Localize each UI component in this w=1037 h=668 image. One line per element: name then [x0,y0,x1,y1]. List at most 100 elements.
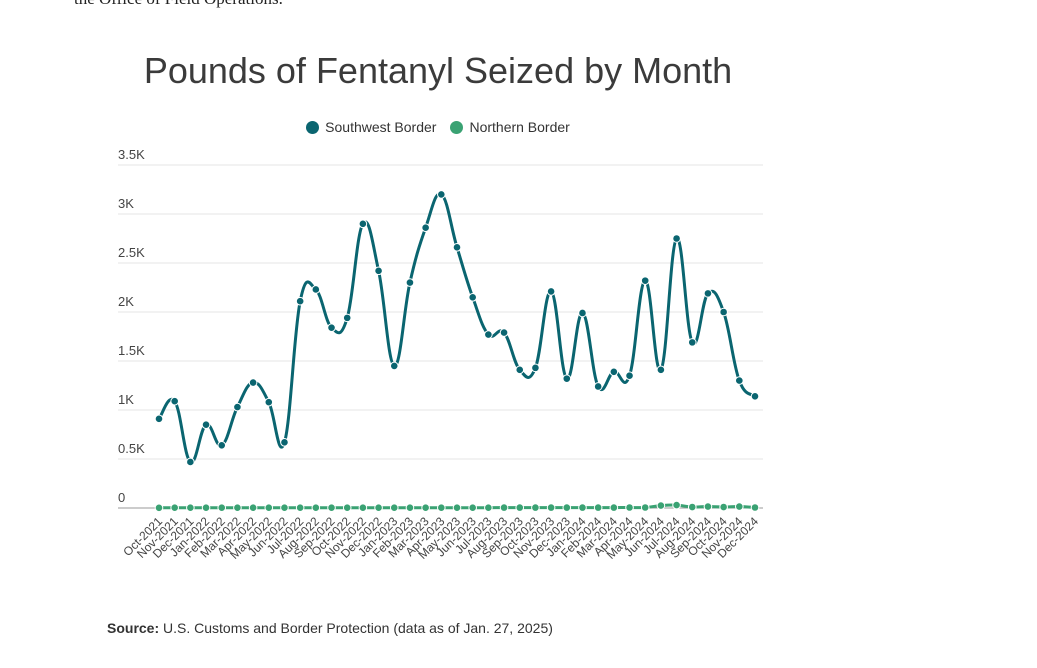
data-point-northern[interactable] [546,503,556,512]
data-point-southwest[interactable] [248,378,258,387]
legend-item-southwest[interactable]: Southwest Border [306,119,436,135]
y-tick-label: 0 [118,490,125,505]
data-point-northern[interactable] [389,503,399,513]
data-point-northern[interactable] [578,503,587,512]
data-point-northern[interactable] [437,503,446,513]
data-point-northern[interactable] [374,503,383,513]
source-label: Source: [107,620,160,636]
data-point-southwest[interactable] [750,391,760,401]
data-point-northern[interactable] [499,503,509,512]
data-point-northern[interactable] [735,502,744,511]
data-point-southwest[interactable] [233,402,242,412]
data-point-southwest[interactable] [531,363,540,373]
data-point-southwest[interactable] [593,382,603,391]
legend-item-northern[interactable]: Northern Border [450,119,570,135]
data-point-southwest[interactable] [437,190,446,199]
y-tick-label: 3K [118,196,134,211]
intro-text: the Office of Field Operations. [74,0,283,9]
data-point-southwest[interactable] [405,278,415,287]
data-point-southwest[interactable] [421,223,430,233]
data-point-northern[interactable] [295,503,305,513]
data-point-northern[interactable] [358,503,368,513]
data-point-southwest[interactable] [546,287,556,296]
data-point-northern[interactable] [327,503,336,513]
data-point-southwest[interactable] [625,371,634,381]
data-point-northern[interactable] [201,503,211,513]
y-tick-label: 0.5K [118,441,145,456]
data-point-southwest[interactable] [703,289,713,298]
chart-title: Pounds of Fentanyl Seized by Month [143,50,733,91]
source-note: Source: U.S. Customs and Border Protecti… [107,620,553,636]
data-point-northern[interactable] [484,503,493,513]
data-point-northern[interactable] [687,502,697,512]
data-point-southwest[interactable] [578,308,587,318]
data-point-southwest[interactable] [515,365,525,375]
y-tick-label: 3.5K [118,147,145,162]
data-point-northern[interactable] [593,503,603,512]
legend-label-southwest: Southwest Border [325,119,437,135]
data-point-southwest[interactable] [342,313,352,323]
data-point-northern[interactable] [452,503,462,513]
y-axis-labels: 0 0.5K 1K 1.5K 2K 2.5K 3K 3.5K [118,147,145,505]
data-point-northern[interactable] [750,503,760,512]
y-tick-label: 1.5K [118,343,145,358]
data-point-southwest[interactable] [562,374,572,383]
data-point-northern[interactable] [656,501,666,510]
data-point-southwest[interactable] [311,285,321,294]
data-point-northern[interactable] [264,503,274,513]
data-point-southwest[interactable] [452,243,462,252]
data-point-northern[interactable] [186,503,195,513]
chart-legend: Southwest Border Northern Border [0,119,876,135]
data-point-southwest[interactable] [295,296,305,306]
y-tick-label: 1K [118,392,134,407]
data-point-southwest[interactable] [499,328,509,337]
data-point-southwest[interactable] [217,440,227,450]
data-point-northern[interactable] [515,503,525,512]
data-point-southwest[interactable] [656,365,666,375]
y-tick-label: 2K [118,294,134,309]
data-point-northern[interactable] [703,502,713,511]
data-point-northern[interactable] [719,502,728,512]
data-point-northern[interactable] [233,503,242,513]
series-points [154,190,760,513]
source-text: U.S. Customs and Border Protection (data… [163,620,553,636]
series-lines [157,192,757,510]
data-point-northern[interactable] [531,503,540,512]
data-point-southwest[interactable] [186,457,195,467]
data-point-northern[interactable] [468,503,477,513]
data-point-northern[interactable] [421,503,430,513]
data-point-northern[interactable] [170,503,179,513]
data-point-southwest[interactable] [327,323,336,332]
data-point-northern[interactable] [342,503,352,513]
series-line-southwest [157,192,757,464]
data-point-southwest[interactable] [358,219,368,229]
data-point-southwest[interactable] [170,396,179,406]
data-point-northern[interactable] [405,503,415,513]
data-point-northern[interactable] [562,503,572,512]
data-point-northern[interactable] [640,503,650,512]
data-point-southwest[interactable] [389,361,399,371]
data-point-southwest[interactable] [201,420,211,430]
data-point-northern[interactable] [672,500,681,510]
data-point-northern[interactable] [311,503,321,513]
data-point-southwest[interactable] [640,276,650,285]
data-point-southwest[interactable] [154,414,164,424]
data-point-southwest[interactable] [687,338,697,347]
data-point-southwest[interactable] [374,266,383,276]
data-point-southwest[interactable] [264,397,274,407]
data-point-northern[interactable] [217,503,227,513]
data-point-northern[interactable] [625,503,634,512]
data-point-southwest[interactable] [280,438,289,447]
data-point-southwest[interactable] [468,293,477,302]
data-point-northern[interactable] [248,503,258,513]
data-point-southwest[interactable] [719,307,728,317]
legend-dot-southwest-icon [306,120,320,134]
y-tick-label: 2.5K [118,245,145,260]
data-point-northern[interactable] [280,503,289,513]
data-point-southwest[interactable] [609,367,619,377]
data-point-southwest[interactable] [672,234,681,243]
data-point-northern[interactable] [154,503,164,513]
data-point-northern[interactable] [609,503,619,512]
data-point-southwest[interactable] [735,376,744,385]
data-point-southwest[interactable] [484,330,493,339]
